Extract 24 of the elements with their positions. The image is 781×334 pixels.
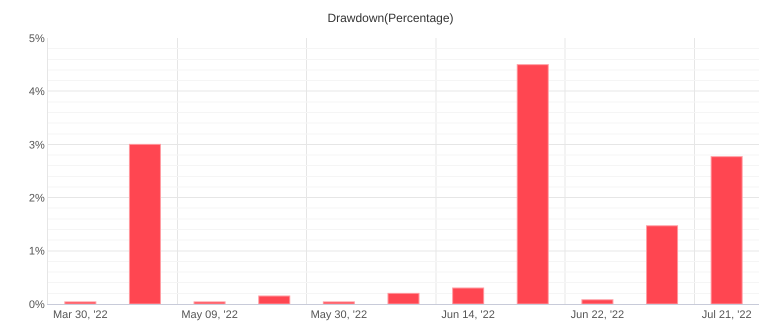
- y-tick-label: 3%: [28, 139, 46, 152]
- x-tick-label: Jul 21, '22: [702, 309, 752, 322]
- bar: [322, 301, 355, 304]
- x-tick-label: May 09, '22: [181, 309, 238, 322]
- bar: [452, 288, 484, 304]
- bar: [516, 64, 549, 304]
- bar: [710, 156, 743, 304]
- y-tick-label: 1%: [28, 246, 46, 258]
- bar: [387, 292, 420, 304]
- bar: [581, 299, 614, 304]
- x-tick-label: Mar 30, '22: [52, 309, 108, 322]
- x-tick-label: May 30, '22: [310, 309, 368, 322]
- bar: [646, 225, 678, 304]
- bar: [128, 144, 161, 304]
- bar: [64, 301, 96, 304]
- y-tick-label: 2%: [28, 192, 46, 204]
- y-tick-label: 5%: [28, 32, 46, 45]
- bar: [194, 301, 226, 304]
- bar: [258, 296, 290, 304]
- chart-title: Drawdown(Percentage): [327, 10, 454, 25]
- x-tick-label: Jun 22, '22: [570, 309, 624, 322]
- y-tick-label: 0%: [28, 298, 46, 311]
- x-tick-label: Jun 14, '22: [441, 309, 495, 322]
- y-tick-label: 4%: [28, 86, 46, 98]
